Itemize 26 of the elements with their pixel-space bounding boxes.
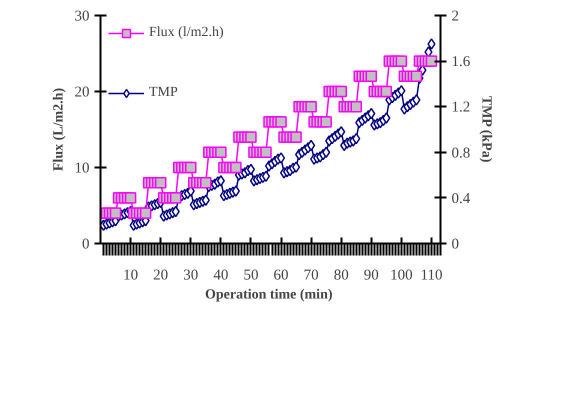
x-tick-label: 10: [123, 268, 138, 284]
x-tick-label: 40: [213, 268, 228, 284]
y2-tick-label: 0.8: [452, 145, 470, 162]
legend-label: Flux (l/m2.h): [149, 25, 224, 41]
x-tick-label: 100: [390, 268, 413, 284]
x-tick-label: 70: [304, 268, 319, 284]
y-tick-label: 30: [74, 8, 90, 24]
y-tick-label: 0: [82, 236, 90, 252]
x-axis-title: Operation time (min): [204, 288, 333, 302]
x-tick-label: 110: [420, 268, 442, 284]
y2-tick-label: 0: [452, 236, 459, 252]
y2-axis-title: TMP (kPa): [478, 96, 494, 163]
x-tick-label: 20: [153, 268, 168, 284]
y2-tick-label: 2: [452, 8, 459, 24]
y-tick-label: 20: [74, 84, 90, 100]
y-axis-title: Flux (L/m2.h): [52, 88, 66, 172]
x-tick-label: 60: [274, 268, 289, 284]
x-tick-label: 90: [364, 268, 379, 284]
y2-tick-label: 0.4: [452, 190, 471, 207]
x-tick-label: 30: [183, 268, 198, 284]
y2-tick-label: 1.2: [452, 100, 470, 116]
y-tick-label: 10: [74, 160, 90, 176]
y2-tick-label: 1.6: [452, 54, 471, 70]
legend-label: TMP: [149, 85, 178, 101]
x-tick-label: 80: [334, 268, 349, 284]
x-tick-label: 50: [243, 268, 258, 284]
